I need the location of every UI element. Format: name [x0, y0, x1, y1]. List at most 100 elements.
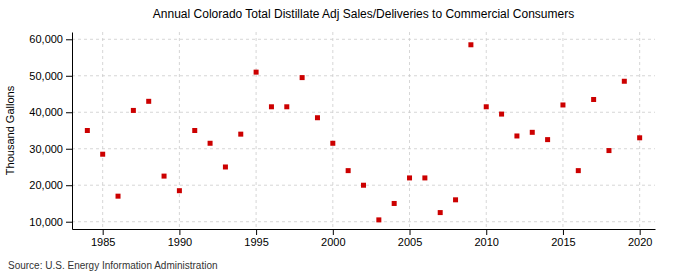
- chart: 1985 1990 1995 2000 2005 2010 2015 2020 10,000 20…: [0, 0, 675, 275]
- grid-line-y: [72, 39, 655, 40]
- x-axis-tick-label: 2015: [551, 236, 575, 248]
- y-axis-tick-label: 60,000: [29, 33, 63, 45]
- point: [560, 102, 565, 107]
- grid-line-y: [72, 112, 655, 113]
- point: [376, 217, 381, 222]
- y-axis-tick: 50,000: [29, 70, 72, 82]
- y-axis-tick-label: 30,000: [29, 143, 63, 155]
- point: [591, 97, 596, 102]
- y-axis-tick-mark: [66, 76, 72, 77]
- x-axis-tick-label: 2000: [321, 236, 345, 248]
- point: [606, 148, 611, 153]
- point: [622, 79, 627, 84]
- y-axis-tick-mark: [66, 149, 72, 150]
- point: [269, 104, 274, 109]
- x-axis: 1985 1990 1995 2000 2005 2010 2015 2020: [73, 229, 656, 248]
- point: [315, 115, 320, 120]
- grid-line-x: [256, 32, 257, 229]
- x-axis-tick-label: 2005: [398, 236, 422, 248]
- x-axis-tick-label: 1995: [244, 236, 268, 248]
- x-axis-tick: 2000: [321, 229, 345, 248]
- grid-line-x: [179, 32, 180, 229]
- point: [146, 99, 151, 104]
- x-axis-tick-mark: [563, 229, 564, 235]
- point: [514, 133, 519, 138]
- y-axis-tick: 20,000: [29, 179, 72, 191]
- point: [407, 175, 412, 180]
- point: [453, 197, 458, 202]
- x-axis-tick: 2005: [398, 229, 422, 248]
- grid-line-x: [486, 32, 487, 229]
- grid-line-x: [562, 32, 563, 229]
- x-axis-tick-mark: [333, 229, 334, 235]
- x-axis-tick: 2020: [628, 229, 652, 248]
- point: [468, 42, 473, 47]
- x-axis-tick: 1990: [168, 229, 192, 248]
- grid-line-y: [72, 75, 655, 76]
- y-axis-tick-label: 50,000: [29, 70, 63, 82]
- title: Annual Colorado Total Distillate Adj Sal…: [153, 7, 574, 21]
- point: [499, 112, 504, 117]
- point: [162, 174, 167, 179]
- point: [208, 141, 213, 146]
- point: [484, 104, 489, 109]
- point: [545, 137, 550, 142]
- grid-line-x: [639, 32, 640, 229]
- y-axis-tick: 60,000: [29, 33, 72, 45]
- y-axis-tick-mark: [66, 112, 72, 113]
- grid-line-y: [72, 148, 655, 149]
- point: [361, 183, 366, 188]
- point: [238, 132, 243, 137]
- point: [530, 130, 535, 135]
- x-axis-tick: 2010: [474, 229, 498, 248]
- point: [131, 108, 136, 113]
- grid-line-x: [102, 32, 103, 229]
- x-axis-tick-mark: [256, 229, 257, 235]
- plot: 1985 1990 1995 2000 2005 2010 2015 2020 10,000 20…: [29, 32, 655, 248]
- y-axis-tick-mark: [66, 39, 72, 40]
- y-axis-tick: 30,000: [29, 143, 72, 155]
- point: [422, 175, 427, 180]
- y-axis-tick-mark: [66, 185, 72, 186]
- y-axis-tick-mark: [66, 222, 72, 223]
- y-axis-tick-label: 40,000: [29, 106, 63, 118]
- x-axis-tick-mark: [179, 229, 180, 235]
- x-axis-tick-mark: [640, 229, 641, 235]
- point: [392, 201, 397, 206]
- point: [177, 188, 182, 193]
- x-axis-tick-label: 2010: [474, 236, 498, 248]
- y-axis: 10,000 20,000 30,000 40,000 50,000 60,000: [29, 33, 72, 230]
- y-axis-tick-label: 20,000: [29, 179, 63, 191]
- point: [192, 128, 197, 133]
- point: [438, 210, 443, 215]
- point: [223, 164, 228, 169]
- x-axis-tick: 1985: [91, 229, 115, 248]
- x-axis-line: [73, 229, 656, 230]
- point: [116, 194, 121, 199]
- y-axis-tick-label: 10,000: [29, 216, 63, 228]
- point: [576, 168, 581, 173]
- point: [330, 141, 335, 146]
- point: [284, 104, 289, 109]
- y-axis-line: [72, 33, 73, 230]
- grid: [72, 32, 655, 229]
- point: [254, 70, 259, 75]
- x-axis-tick-mark: [103, 229, 104, 235]
- grid-line-x: [409, 32, 410, 229]
- point: [100, 152, 105, 157]
- x-axis-tick-mark: [486, 229, 487, 235]
- point: [300, 75, 305, 80]
- x-axis-tick: 1995: [244, 229, 268, 248]
- x-axis-tick-mark: [410, 229, 411, 235]
- grid-line-x: [332, 32, 333, 229]
- point: [637, 135, 642, 140]
- source: Source: U.S. Energy Information Administ…: [8, 260, 218, 271]
- x-axis-tick: 2015: [551, 229, 575, 248]
- point: [85, 128, 90, 133]
- x-axis-tick-label: 1985: [91, 236, 115, 248]
- points: [85, 42, 642, 222]
- x-axis-tick-label: 2020: [628, 236, 652, 248]
- y-axis-tick: 10,000: [29, 216, 72, 228]
- y-axis-title: Thousand Gallons: [4, 85, 16, 175]
- y-axis-tick: 40,000: [29, 106, 72, 118]
